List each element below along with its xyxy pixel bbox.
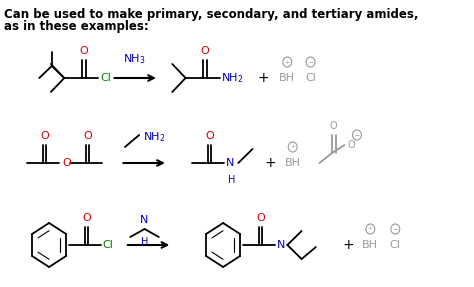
Text: +: + xyxy=(368,226,373,232)
Text: BH: BH xyxy=(279,73,295,83)
Text: NH$_2$: NH$_2$ xyxy=(221,71,244,85)
Text: as in these examples:: as in these examples: xyxy=(4,20,149,33)
Text: H: H xyxy=(141,237,148,247)
Text: +: + xyxy=(285,59,290,65)
Text: NH$_2$: NH$_2$ xyxy=(143,130,165,144)
Text: O: O xyxy=(201,46,210,56)
Text: O: O xyxy=(63,158,71,168)
Text: Cl: Cl xyxy=(102,240,113,250)
Text: −: − xyxy=(308,59,313,65)
Text: +: + xyxy=(342,238,354,252)
Text: +: + xyxy=(264,156,276,170)
Text: O: O xyxy=(82,213,91,223)
Text: Cl: Cl xyxy=(390,240,401,250)
Text: −: − xyxy=(392,226,398,232)
Text: BH: BH xyxy=(362,240,378,250)
Text: H: H xyxy=(228,175,235,185)
Text: +: + xyxy=(290,144,295,150)
Text: +: + xyxy=(257,71,269,85)
Text: N: N xyxy=(140,215,149,225)
Text: O: O xyxy=(347,140,355,150)
Text: BH: BH xyxy=(285,158,301,168)
Text: Cl: Cl xyxy=(305,73,316,83)
Text: N: N xyxy=(226,158,234,168)
Text: NH$_3$: NH$_3$ xyxy=(123,52,146,66)
Text: O: O xyxy=(205,131,214,141)
Text: N: N xyxy=(277,240,285,250)
Text: −: − xyxy=(355,133,360,137)
Text: O: O xyxy=(256,213,265,223)
Text: O: O xyxy=(80,46,88,56)
Text: Can be used to make primary, secondary, and tertiary amides,: Can be used to make primary, secondary, … xyxy=(4,8,419,21)
Text: O: O xyxy=(40,131,49,141)
Text: Cl: Cl xyxy=(100,73,111,83)
Text: O: O xyxy=(83,131,92,141)
Text: O: O xyxy=(330,121,337,131)
